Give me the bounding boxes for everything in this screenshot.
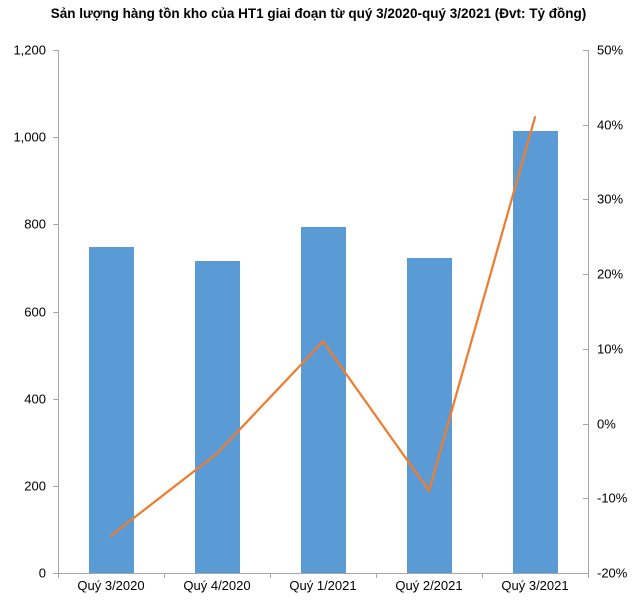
x-axis-tick bbox=[58, 573, 59, 578]
x-axis-tick bbox=[588, 573, 589, 578]
left-axis-tick-label: 800 bbox=[24, 216, 46, 232]
right-axis-tick-label: 0% bbox=[597, 416, 616, 432]
x-axis-category-label: Quý 3/2020 bbox=[77, 578, 145, 593]
right-axis-tick-label: 40% bbox=[597, 117, 624, 133]
x-axis-category-label: Quý 3/2021 bbox=[501, 578, 569, 593]
left-axis-tick bbox=[53, 573, 58, 574]
right-axis-tick bbox=[583, 124, 588, 126]
right-axis-tick-label: -10% bbox=[597, 490, 628, 506]
left-axis-tick bbox=[53, 137, 58, 139]
x-axis-category-label: Quý 2/2021 bbox=[395, 578, 463, 593]
x-axis-category-label: Quý 1/2021 bbox=[289, 578, 357, 593]
right-axis-tick bbox=[583, 423, 588, 425]
left-axis-tick bbox=[53, 311, 58, 313]
x-axis-tick bbox=[270, 573, 271, 578]
x-axis-tick bbox=[376, 573, 377, 578]
left-axis-tick-label: 600 bbox=[24, 304, 46, 319]
right-axis-tick-label: -20% bbox=[597, 565, 628, 581]
left-axis-tick bbox=[53, 50, 58, 51]
right-axis-tick bbox=[583, 348, 588, 350]
left-axis-tick bbox=[53, 398, 58, 400]
left-axis-tick-label: 1,000 bbox=[13, 129, 46, 145]
inventory-bar bbox=[88, 246, 134, 573]
right-axis-tick bbox=[583, 199, 588, 201]
right-axis-tick-label: 10% bbox=[597, 341, 624, 357]
right-axis-tick bbox=[583, 498, 588, 500]
right-axis-tick-label: 30% bbox=[597, 191, 624, 207]
left-axis-tick-label: 0 bbox=[38, 565, 46, 581]
x-axis-category-label: Quý 4/2020 bbox=[183, 578, 251, 593]
inventory-bar bbox=[406, 258, 452, 573]
left-axis-tick bbox=[53, 485, 58, 487]
left-axis-tick-label: 400 bbox=[24, 391, 46, 407]
right-axis-tick bbox=[583, 573, 588, 574]
inventory-bar bbox=[512, 130, 558, 573]
left-axis-tick-label: 1,200 bbox=[13, 42, 46, 58]
chart-title: Sản lượng hàng tồn kho của HT1 giai đoạn… bbox=[50, 6, 587, 21]
left-axis-tick-label: 200 bbox=[24, 478, 46, 494]
right-axis-tick bbox=[583, 50, 588, 51]
left-axis-tick bbox=[53, 224, 58, 226]
left-axis-line bbox=[58, 50, 59, 573]
x-axis-tick bbox=[482, 573, 483, 578]
x-axis-line bbox=[53, 573, 589, 574]
right-axis-tick bbox=[583, 274, 588, 276]
right-axis-tick-label: 50% bbox=[597, 42, 624, 58]
inventory-bar bbox=[194, 260, 240, 573]
right-axis-tick-label: 20% bbox=[597, 266, 624, 282]
x-axis-tick bbox=[164, 573, 165, 578]
right-axis-line bbox=[588, 50, 589, 573]
inventory-bar bbox=[300, 226, 346, 573]
